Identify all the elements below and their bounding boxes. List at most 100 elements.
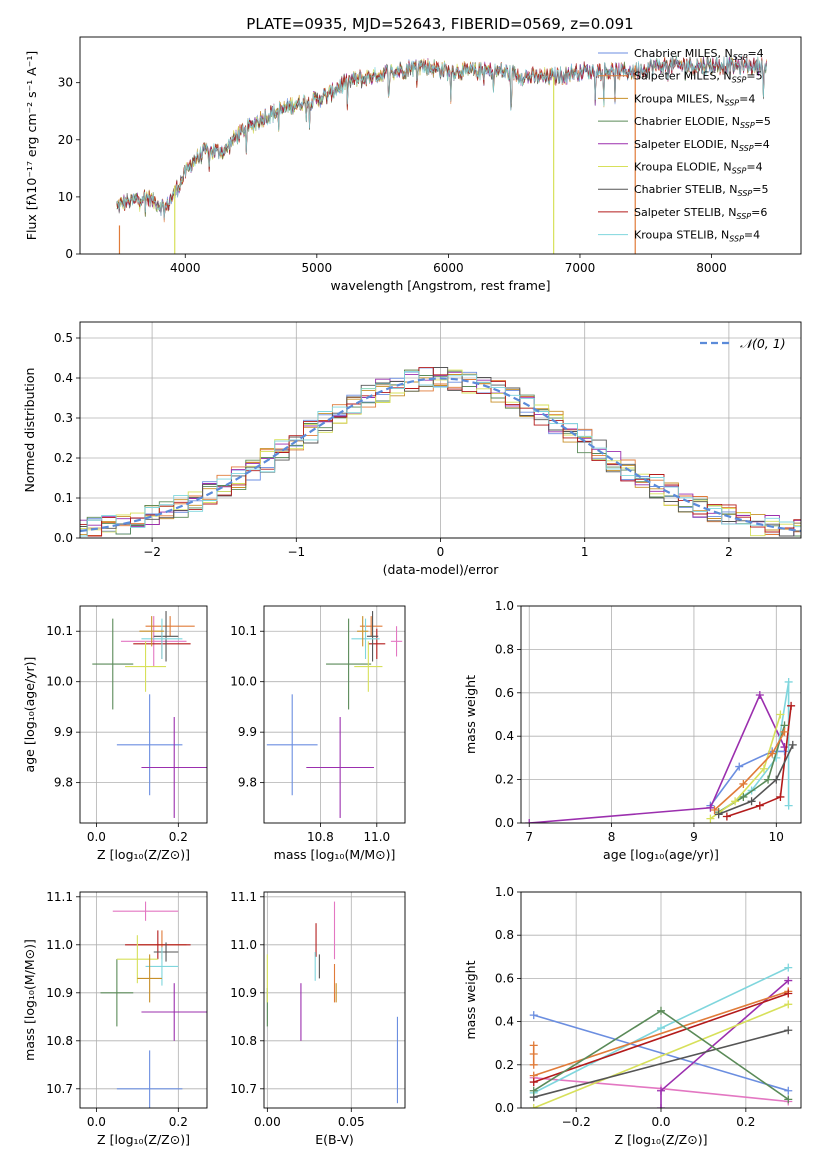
plus-marker [784, 677, 793, 686]
x-axis-label: age [log₁₀(age/yr)] [603, 847, 719, 862]
y-tick-label: 0.8 [495, 642, 514, 656]
legend-label-sub: SSP [740, 121, 755, 130]
plus-marker [755, 801, 764, 810]
y-tick-label: 10.1 [230, 624, 257, 638]
age_vs_mass-plot-area [266, 611, 403, 818]
x-tick-label: 7 [525, 830, 533, 844]
x-tick-label: 0.05 [338, 1115, 365, 1129]
plus-marker [784, 1026, 793, 1035]
figure-title: PLATE=0935, MJD=52643, FIBERID=0569, z=0… [246, 15, 633, 33]
x-axis-label: Z [log₁₀(Z/Z⊙)] [615, 1132, 708, 1147]
plus-marker [657, 1024, 665, 1033]
legend-label-eq: =5 [752, 183, 768, 196]
y-tick-label: 10.0 [46, 675, 73, 689]
legend-label-sub: SSP [729, 235, 744, 244]
plus-marker [714, 810, 723, 819]
y-tick-label: 0 [65, 247, 73, 261]
x-axis-label: Z [log₁₀(Z/Z⊙)] [97, 1132, 190, 1147]
plus-marker [759, 764, 768, 773]
legend-label-sub: SSP [732, 76, 747, 85]
y-tick-label: 0.0 [54, 531, 73, 545]
y-tick-label: 0.2 [54, 451, 73, 465]
x-tick-label: 0.2 [736, 1115, 755, 1129]
x-tick-label: 0.0 [651, 1115, 670, 1129]
plus-marker [784, 976, 793, 985]
y-tick-label: 9.9 [238, 725, 257, 739]
spectrum-series-kroupa-elodie [116, 58, 554, 217]
y-tick-label: 0.6 [495, 971, 514, 985]
y-tick-label: 11.1 [230, 890, 257, 904]
y-tick-label: 0.4 [495, 1015, 514, 1029]
plus-marker [529, 1050, 538, 1058]
legend-label: Salpeter STELIB, NSSP=6 [634, 206, 767, 221]
plus-marker [529, 1104, 538, 1108]
weight-line [533, 1003, 789, 1108]
y-tick-label: 10.1 [46, 624, 73, 638]
spectrum-plot-area [116, 55, 767, 254]
weight-line [533, 990, 789, 1077]
plus-marker [529, 1041, 538, 1050]
mass_vs_Z-plot-area [100, 901, 207, 1108]
age_vs_mass-axes: 10.8 11.0 9.8 9.9 10.0 10.1 mass [log₁₀(M/M⊙)] [230, 605, 406, 862]
mass_vs_ebv-frame [263, 891, 406, 1109]
y-tick-label: 10.9 [46, 986, 73, 1000]
spectrum-frame [79, 36, 802, 255]
y-tick-label: 0.5 [54, 331, 73, 345]
legend-label: Kroupa STELIB, NSSP=4 [634, 229, 760, 244]
weight_vs_age-frame [520, 605, 802, 824]
y-tick-label: 0.2 [495, 1058, 514, 1072]
plus-marker [529, 1011, 538, 1020]
y-tick-label: 9.8 [238, 776, 257, 790]
y-axis-label: mass weight [463, 675, 478, 754]
y-tick-label: 1.0 [495, 885, 514, 899]
y-tick-label: 11.0 [230, 938, 257, 952]
plus-marker [529, 1086, 538, 1095]
x-axis-label: (data-model)/error [383, 562, 500, 577]
weight-line [529, 693, 786, 823]
y-axis-label: Flux [fλ10⁻¹⁷ erg cm⁻² s⁻¹ A⁻¹] [24, 51, 39, 240]
plus-marker [529, 1078, 538, 1087]
legend-label-eq: =4 [744, 229, 760, 242]
plus-marker [776, 710, 785, 719]
plus-marker [784, 1086, 793, 1095]
x-tick-label: 10.8 [307, 830, 334, 844]
legend-label: Salpeter ELODIE, NSSP=4 [634, 138, 770, 153]
weight-line [533, 1014, 789, 1092]
residuals-frame [79, 321, 802, 539]
plus-marker [784, 963, 793, 972]
plus-marker [772, 775, 781, 784]
plus-marker [739, 792, 748, 801]
y-tick-label: 9.8 [54, 776, 73, 790]
plus-marker [735, 762, 744, 771]
x-tick-label: 4000 [170, 261, 201, 275]
legend-label-name: Chabrier STELIB, N [634, 183, 738, 196]
plus-marker [706, 803, 715, 812]
y-tick-label: 0.0 [495, 816, 514, 830]
weight_vs_age-plot-area [525, 677, 797, 823]
residuals-plot-area [80, 367, 801, 537]
weight_vs_age-axes: 7 8 9 10 0.0 0.2 0.4 0.6 0.8 1.0 age [log₁₀(age/yr… [463, 599, 802, 862]
legend-label-name: Chabrier MILES, N [634, 47, 733, 60]
legend-label-sub: SSP [732, 167, 747, 176]
y-tick-label: 11.0 [46, 938, 73, 952]
plus-marker [784, 1095, 793, 1104]
y-tick-label: 0.1 [54, 491, 73, 505]
y-tick-label: 0.8 [495, 928, 514, 942]
legend-label-name: Kroupa ELODIE, N [634, 161, 732, 174]
plus-marker [657, 1104, 665, 1108]
plus-marker [529, 1060, 538, 1069]
legend-label-sub: SSP [739, 144, 754, 153]
plus-marker [787, 701, 796, 710]
normal-curve [80, 377, 801, 533]
legend-label-name: Salpeter ELODIE, N [634, 138, 739, 151]
y-tick-label: 30 [58, 76, 73, 90]
weight_vs_Z-plot-area [529, 963, 793, 1108]
x-tick-label: 8 [608, 830, 616, 844]
legend-label: 𝒩(0, 1) [740, 336, 786, 351]
y-tick-label: 9.9 [54, 725, 73, 739]
weight-line [713, 731, 786, 811]
mass_vs_ebv-axes: 0.00 0.05 10.7 10.8 10.9 11.0 11.1 E(B-V) [230, 890, 406, 1147]
legend-label-sub: SSP [733, 53, 748, 62]
histogram-step-kroupa-stelib [80, 371, 801, 537]
